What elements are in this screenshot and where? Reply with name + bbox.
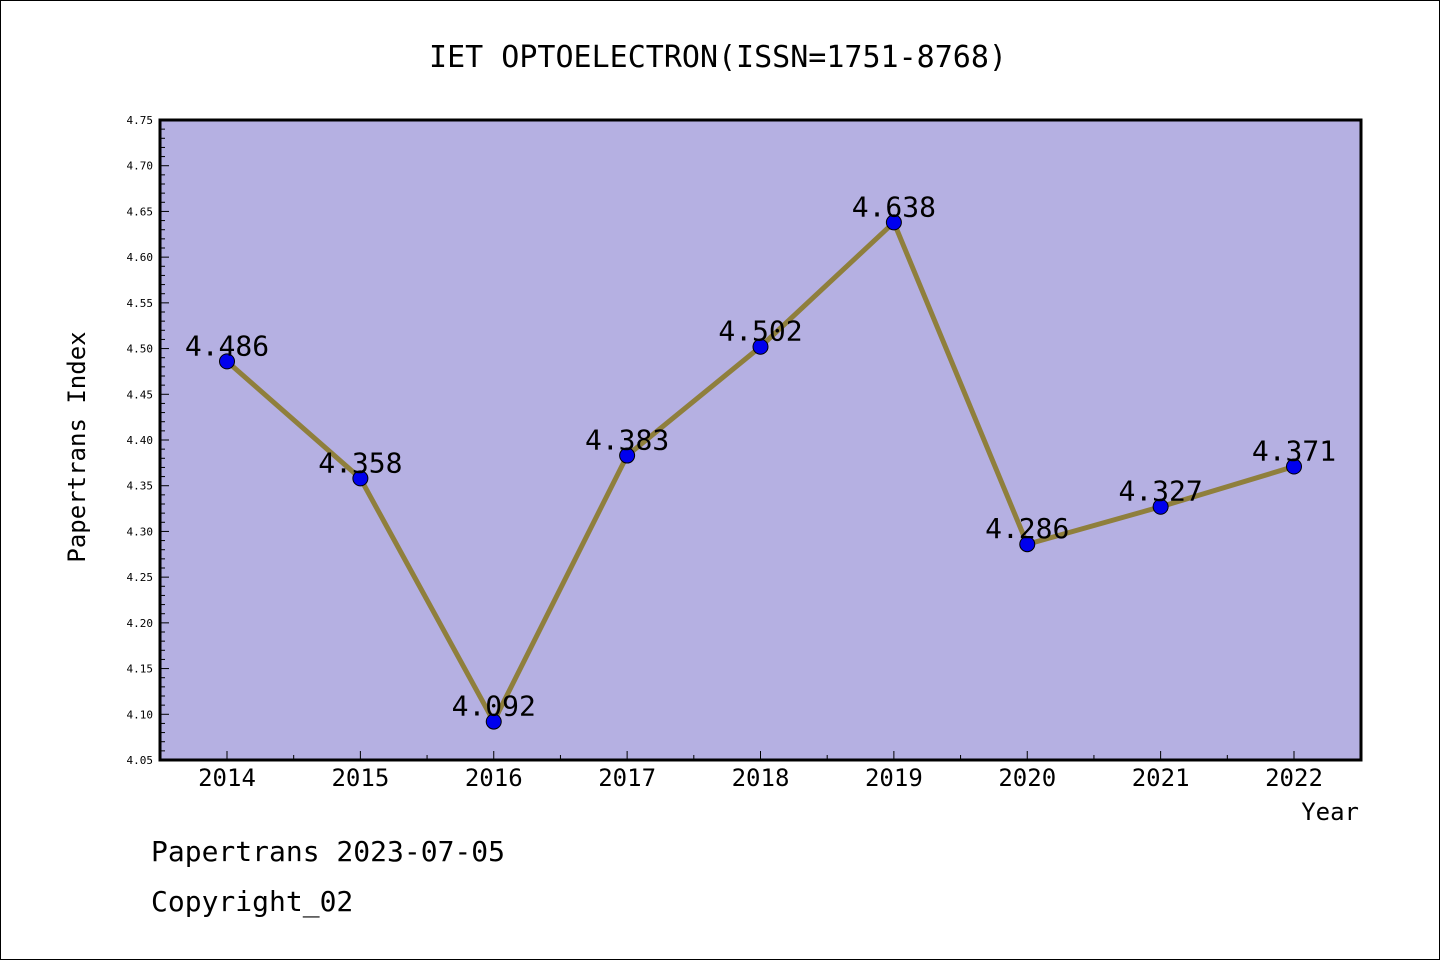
y-tick-label: 4.10 [127, 708, 154, 721]
series-group: 4.486 4.358 4.092 4.383 4.502 4.638 4.286 4.327… [185, 190, 1336, 730]
data-point [485, 713, 502, 730]
data-point [1286, 458, 1302, 475]
x-tick-label: 2018 [732, 764, 790, 792]
x-tick-label: 2019 [865, 764, 923, 792]
data-label: 4.286 [985, 512, 1069, 545]
y-tick-label: 4.15 [127, 663, 154, 676]
y-tick-label: 4.45 [127, 388, 154, 401]
data-label: 4.358 [318, 446, 402, 479]
chart-title: IET OPTOELECTRON(ISSN=1751-8768) [429, 40, 1007, 75]
data-point [1152, 498, 1169, 515]
y-tick-label: 4.40 [127, 434, 154, 447]
plot-border [158, 118, 1363, 762]
y-axis-label: Papertrans Index [63, 331, 91, 562]
y-tick-label: 4.55 [127, 297, 154, 310]
y-tick-label: 4.60 [127, 251, 154, 264]
data-label: 4.327 [1118, 475, 1202, 508]
y-tick-label: 4.20 [127, 617, 154, 630]
y-tick-label: 4.30 [127, 525, 154, 538]
x-tick-label: 2021 [1132, 764, 1190, 792]
y-tick-label: 4.65 [127, 205, 154, 218]
data-point [1019, 536, 1036, 553]
data-point [752, 338, 769, 355]
x-tick-label: 2015 [331, 764, 389, 792]
y-tick-label: 4.50 [127, 343, 154, 356]
data-point [885, 214, 902, 231]
x-axis: 2014 2015 2016 2017 2018 2019 2020 2021 2022 [198, 751, 1323, 792]
data-label: 4.638 [852, 190, 936, 223]
y-tick-label: 4.75 [127, 114, 154, 127]
footer-copyright: Copyright_02 [151, 885, 354, 918]
y-tick-label: 4.05 [127, 754, 154, 767]
x-tick-label: 2017 [598, 764, 656, 792]
data-point [352, 470, 369, 487]
data-label: 4.371 [1252, 435, 1336, 468]
data-label: 4.502 [718, 315, 802, 348]
data-point [619, 447, 636, 464]
data-label: 4.383 [585, 424, 669, 457]
plot-area [160, 120, 1361, 760]
footer-date: Papertrans 2023-07-05 [151, 835, 506, 868]
x-tick-label: 2020 [998, 764, 1056, 792]
data-point [219, 353, 235, 370]
y-tick-label: 4.35 [127, 480, 154, 493]
x-tick-label: 2022 [1265, 764, 1323, 792]
y-tick-label: 4.70 [127, 160, 154, 173]
x-tick-label: 2014 [198, 764, 256, 792]
x-axis-label: Year [1301, 798, 1359, 826]
y-axis: 4.05 4.10 4.15 4.20 4.25 4.30 4.35 4.40 4.45 4.50… [127, 114, 169, 767]
x-tick-label: 2016 [465, 764, 523, 792]
data-label: 4.092 [452, 690, 536, 723]
data-label: 4.486 [185, 329, 269, 362]
y-tick-label: 4.25 [127, 571, 154, 584]
